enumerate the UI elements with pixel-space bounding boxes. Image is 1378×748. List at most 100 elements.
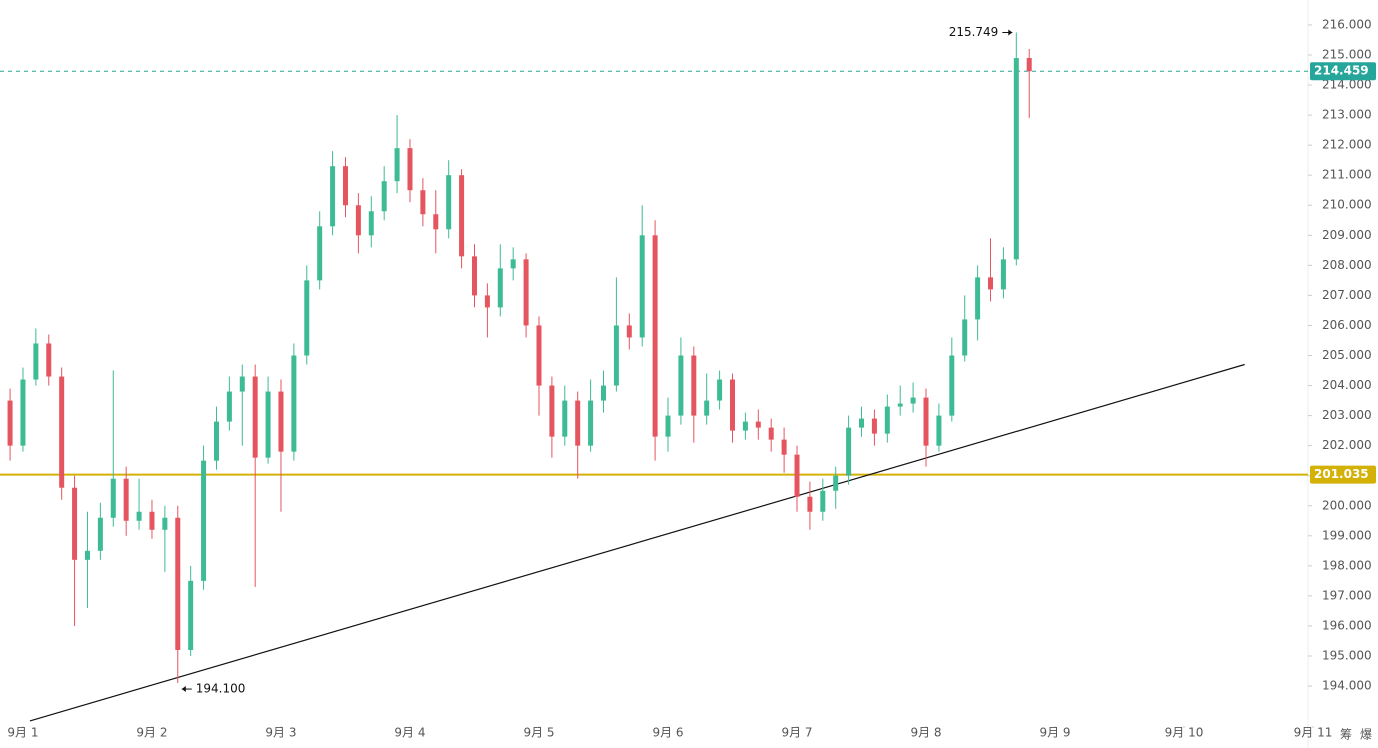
candle-body bbox=[46, 343, 52, 377]
candle-body bbox=[678, 355, 684, 416]
candle-body bbox=[252, 376, 258, 458]
y-tick-label: 204.000 bbox=[1322, 378, 1372, 392]
candle-body bbox=[820, 490, 826, 512]
candle-body bbox=[846, 427, 852, 476]
candle-body bbox=[394, 148, 400, 182]
candle-body bbox=[717, 379, 723, 401]
price-label-box bbox=[1310, 465, 1376, 484]
candle-body bbox=[626, 325, 632, 338]
candle-body bbox=[1013, 57, 1019, 260]
candle-body bbox=[342, 166, 348, 206]
candle-body bbox=[381, 181, 387, 212]
candle-body bbox=[730, 379, 736, 431]
x-tick-label: 9月 3 bbox=[265, 726, 296, 740]
candle-body bbox=[162, 517, 168, 530]
price-label: 201.035 bbox=[1314, 467, 1369, 481]
candle-body bbox=[497, 268, 503, 308]
candle-body bbox=[588, 400, 594, 446]
candle-body bbox=[471, 256, 477, 296]
y-tick-label: 200.000 bbox=[1322, 498, 1372, 512]
candle-body bbox=[536, 325, 542, 386]
candle-body bbox=[923, 397, 929, 446]
toolbar-button[interactable]: 筹 bbox=[1340, 728, 1352, 742]
trendline bbox=[29, 363, 1245, 722]
candle-body bbox=[562, 400, 568, 437]
candle-body bbox=[859, 418, 865, 428]
y-tick-label: 208.000 bbox=[1322, 258, 1372, 272]
candle-body bbox=[368, 211, 374, 236]
candle-body bbox=[459, 175, 465, 257]
candle-body bbox=[420, 190, 426, 215]
candle-body bbox=[97, 517, 103, 551]
candle-body bbox=[742, 421, 748, 431]
price-label: 214.459 bbox=[1314, 64, 1369, 78]
candle-body bbox=[1026, 57, 1032, 72]
y-tick-label: 215.000 bbox=[1322, 47, 1372, 61]
x-tick-label: 9月 9 bbox=[1039, 726, 1070, 740]
candle-body bbox=[613, 325, 619, 386]
candle-body bbox=[291, 355, 297, 452]
x-tick-label: 9月 8 bbox=[910, 726, 941, 740]
annotation-arrowhead bbox=[181, 686, 186, 693]
candle-body bbox=[781, 439, 787, 455]
toolbar-button[interactable]: 爆 bbox=[1360, 728, 1372, 742]
candle-body bbox=[149, 511, 155, 530]
candle-body bbox=[936, 415, 942, 446]
candle-body bbox=[704, 400, 710, 416]
candle-body bbox=[962, 319, 968, 356]
candle-body bbox=[652, 235, 658, 437]
y-tick-label: 205.000 bbox=[1322, 348, 1372, 362]
x-tick-label: 9月 10 bbox=[1165, 726, 1204, 740]
x-tick-label: 9月 6 bbox=[652, 726, 683, 740]
candle-body bbox=[20, 379, 26, 446]
candle-body bbox=[484, 295, 490, 308]
candle-body bbox=[84, 550, 90, 560]
candle-body bbox=[600, 385, 606, 401]
y-tick-label: 212.000 bbox=[1322, 138, 1372, 152]
candle-body bbox=[884, 406, 890, 434]
candle-body bbox=[7, 400, 13, 446]
candle-body bbox=[110, 478, 116, 518]
candle-body bbox=[833, 475, 839, 491]
x-tick-label: 9月 5 bbox=[523, 726, 554, 740]
y-tick-label: 206.000 bbox=[1322, 318, 1372, 332]
y-tick-label: 202.000 bbox=[1322, 438, 1372, 452]
x-tick-label: 9月 4 bbox=[394, 726, 425, 740]
candle-body bbox=[278, 391, 284, 452]
candle-body bbox=[446, 175, 452, 230]
annotation: 215.749 bbox=[949, 25, 999, 39]
candle-body bbox=[330, 166, 336, 227]
y-tick-label: 213.000 bbox=[1322, 108, 1372, 122]
candle-body bbox=[433, 214, 439, 230]
candle-body bbox=[768, 427, 774, 440]
candle-body bbox=[136, 511, 142, 521]
candle-body bbox=[407, 148, 413, 191]
candle-body bbox=[975, 277, 981, 320]
candle-body bbox=[317, 226, 323, 281]
candle-body bbox=[355, 205, 361, 236]
y-tick-label: 203.000 bbox=[1322, 408, 1372, 422]
candle-body bbox=[72, 487, 78, 560]
candle-body bbox=[755, 421, 761, 428]
y-tick-label: 211.000 bbox=[1322, 168, 1372, 182]
candle-body bbox=[201, 460, 207, 581]
candle-body bbox=[175, 517, 181, 650]
y-tick-label: 195.000 bbox=[1322, 649, 1372, 663]
x-tick-label: 9月 2 bbox=[136, 726, 167, 740]
candle-body bbox=[665, 415, 671, 437]
candle-body bbox=[304, 280, 310, 356]
price-label-box bbox=[1310, 62, 1376, 81]
y-tick-label: 196.000 bbox=[1322, 618, 1372, 632]
y-tick-label: 198.000 bbox=[1322, 558, 1372, 572]
x-tick-label: 9月 7 bbox=[781, 726, 812, 740]
candle-body bbox=[239, 376, 245, 392]
candle-body bbox=[123, 478, 129, 521]
candle-body bbox=[988, 277, 994, 290]
candle-body bbox=[807, 496, 813, 512]
candle-body bbox=[575, 400, 581, 446]
candle-body bbox=[188, 580, 194, 650]
candle-body bbox=[510, 259, 516, 269]
y-tick-label: 210.000 bbox=[1322, 198, 1372, 212]
